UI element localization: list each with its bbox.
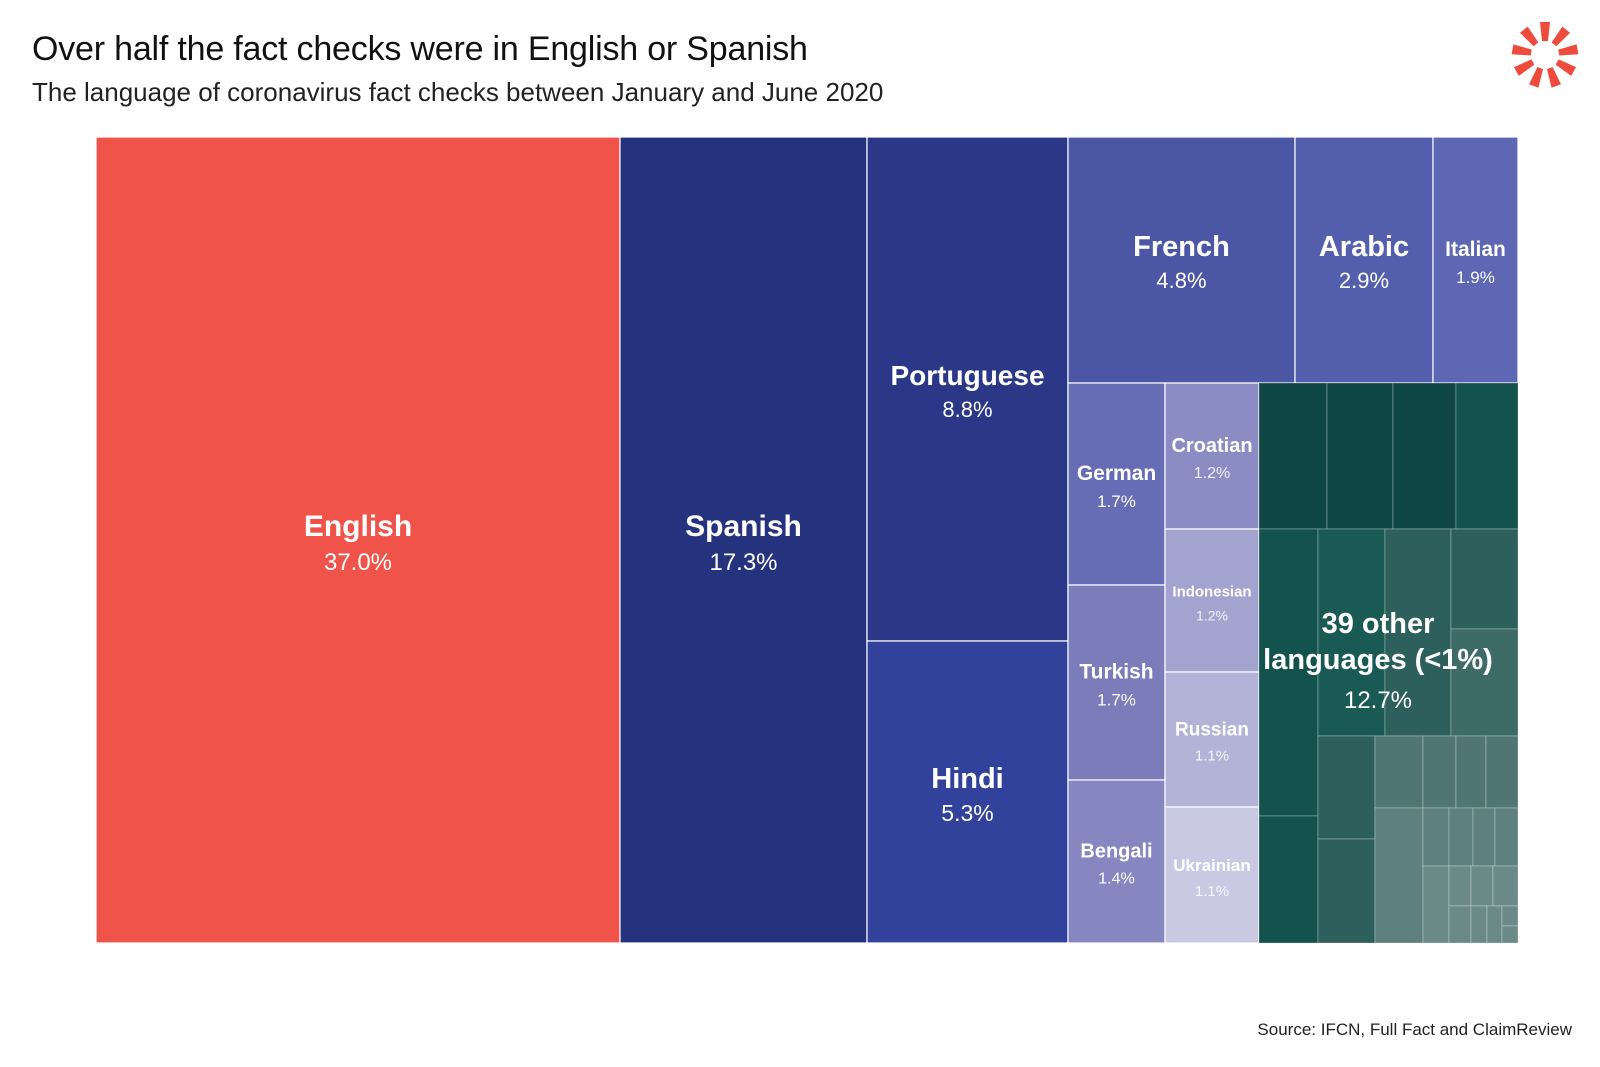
cell-english-value: 37.0% [324,549,392,576]
other-language-tile [1472,807,1496,867]
cell-german-value: 1.7% [1097,492,1136,511]
other-language-tile [1501,905,1519,927]
other-language-tile [1455,735,1487,809]
cell-spanish-label: Spanish [685,510,802,543]
cell-indonesian-value: 1.2% [1196,608,1228,624]
cell-italian-label: Italian [1445,238,1506,261]
cell-french-label: French [1133,231,1230,263]
chart-subtitle: The language of coronavirus fact checks … [32,77,884,107]
other-languages-label-line2: languages (<1%) [1263,644,1493,676]
other-language-tile [1384,528,1452,737]
other-language-tile [1374,735,1424,809]
cell-arabic-value: 2.9% [1339,268,1389,293]
cell-bengali-label: Bengali [1080,841,1152,863]
cell-indonesian [1164,528,1260,673]
cell-arabic [1294,136,1434,384]
other-language-tile [1470,905,1488,944]
other-language-tile [1422,865,1450,944]
asterisk-burst-logo-icon [1511,22,1579,88]
other-language-tile [1258,382,1328,530]
other-language-tile [1450,528,1519,630]
cell-french-value: 4.8% [1156,268,1206,293]
other-language-tile [1455,382,1519,530]
other-language-tile [1485,735,1519,809]
other-language-tile [1317,838,1376,944]
other-languages-label-line1: 39 other [1322,608,1435,640]
cell-arabic-label: Arabic [1319,231,1409,263]
cell-italian [1432,136,1519,384]
other-languages-value: 12.7% [1344,687,1412,714]
other-language-tile [1422,807,1450,867]
cell-spanish-value: 17.3% [709,549,777,576]
other-language-tile [1494,807,1519,867]
cell-hindi [866,640,1069,944]
other-language-tile [1374,807,1424,944]
cell-russian-label: Russian [1175,720,1249,741]
cell-german-label: German [1077,462,1156,485]
cell-italian-value: 1.9% [1456,268,1495,287]
other-language-tile [1258,815,1319,944]
cell-english [95,136,621,944]
cell-russian-value: 1.1% [1195,748,1229,765]
cell-ukrainian [1164,806,1260,944]
other-language-tile [1392,382,1457,530]
cell-bengali [1067,779,1166,944]
cell-english-label: English [304,510,412,543]
other-language-tile [1326,382,1394,530]
other-language-tile [1450,628,1519,737]
cell-turkish-label: Turkish [1079,661,1153,684]
other-language-tile [1448,865,1472,907]
cell-ukrainian-value: 1.1% [1195,883,1229,900]
cell-turkish-value: 1.7% [1097,691,1136,710]
chart-title: Over half the fact checks were in Englis… [32,30,808,68]
cell-croatian-value: 1.2% [1194,465,1230,482]
cell-turkish [1067,584,1166,781]
other-language-tile [1448,807,1474,867]
other-language-tile [1258,528,1319,817]
cell-german [1067,382,1166,586]
cell-portuguese [866,136,1069,642]
other-language-tile [1501,925,1519,944]
cell-portuguese-value: 8.8% [942,397,992,422]
other-language-tile [1492,865,1519,907]
cell-spanish [619,136,868,944]
other-language-tile [1317,735,1376,840]
cell-bengali-value: 1.4% [1098,871,1134,888]
cell-croatian [1164,382,1260,530]
cell-portuguese-label: Portuguese [890,360,1044,391]
source-note: Source: IFCN, Full Fact and ClaimReview [1257,1020,1572,1039]
cell-hindi-label: Hindi [931,763,1004,795]
other-language-tile [1486,905,1503,944]
other-language-tile [1470,865,1494,907]
other-language-tile [1448,905,1472,944]
cell-hindi-value: 5.3% [941,800,993,826]
other-language-tile [1422,735,1457,809]
cell-croatian-label: Croatian [1171,435,1252,457]
cell-indonesian-label: Indonesian [1172,584,1251,601]
cell-ukrainian-label: Ukrainian [1173,856,1250,875]
